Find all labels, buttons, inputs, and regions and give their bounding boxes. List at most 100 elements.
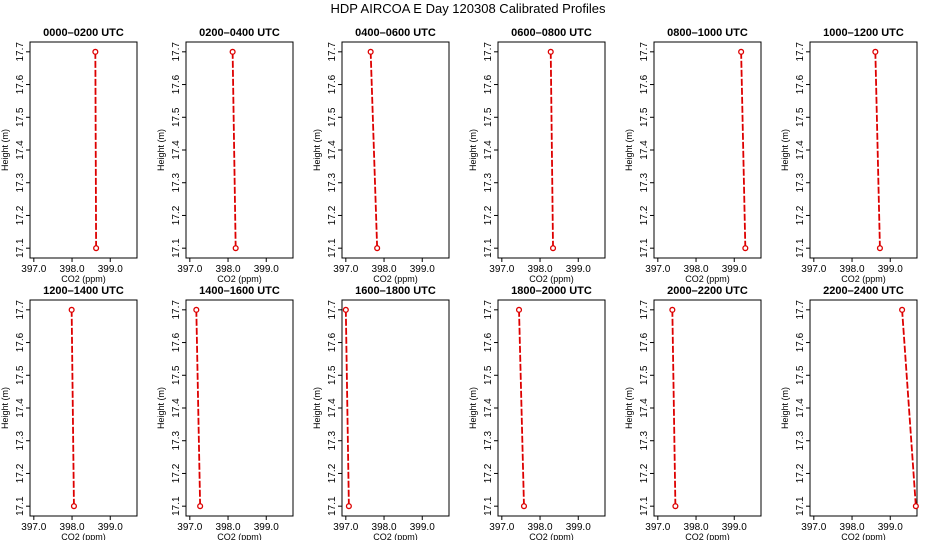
y-tick-label: 17.1	[483, 238, 494, 258]
y-tick-label: 17.4	[639, 398, 650, 418]
y-tick-label: 17.2	[483, 463, 494, 483]
y-tick-label: 17.6	[171, 74, 182, 94]
y-tick-label: 17.7	[639, 300, 650, 320]
profile-line	[231, 51, 237, 249]
y-tick-label: 17.3	[171, 431, 182, 451]
x-tick-label: 398.0	[684, 264, 709, 275]
x-tick-label: 399.0	[254, 522, 279, 533]
y-tick-label: 17.4	[15, 398, 26, 418]
y-tick-label: 17.2	[15, 205, 26, 225]
data-point	[547, 48, 554, 55]
x-tick-label: 399.0	[410, 264, 435, 275]
y-tick-label: 17.2	[639, 463, 650, 483]
y-tick-label: 17.1	[327, 238, 338, 258]
x-axis-label: CO2 (ppm)	[685, 532, 730, 540]
y-tick-label: 17.6	[171, 332, 182, 352]
data-point	[515, 306, 523, 313]
y-tick-label: 17.6	[795, 74, 806, 94]
y-tick-label: 17.7	[639, 42, 650, 62]
y-tick-label: 17.7	[15, 42, 26, 62]
x-tick-label: 398.0	[840, 264, 865, 275]
y-tick-label: 17.3	[15, 173, 26, 193]
y-tick-label: 17.6	[15, 332, 26, 352]
y-tick-label: 17.5	[327, 107, 338, 127]
data-point	[374, 245, 381, 252]
x-tick-label: 397.0	[333, 264, 358, 275]
y-axis-label: Height (m)	[624, 387, 634, 429]
plot-frame	[29, 41, 138, 259]
data-point	[93, 245, 100, 252]
x-axis-label: CO2 (ppm)	[373, 274, 418, 284]
y-tick-label: 17.1	[171, 496, 182, 516]
y-tick-label: 17.1	[639, 238, 650, 258]
x-tick-label: 398.0	[528, 264, 553, 275]
y-tick-label: 17.1	[639, 496, 650, 516]
data-point	[342, 306, 349, 313]
y-tick-label: 17.7	[171, 42, 182, 62]
y-tick-label: 17.1	[483, 496, 494, 516]
x-tick-label: 399.0	[566, 264, 591, 275]
y-tick-label: 17.1	[795, 496, 806, 516]
y-tick-label: 17.7	[15, 300, 26, 320]
y-tick-label: 17.3	[327, 173, 338, 193]
x-tick-label: 397.0	[21, 522, 46, 533]
x-tick-label: 397.0	[645, 522, 670, 533]
data-point	[197, 503, 204, 510]
profile-line	[344, 309, 350, 507]
x-tick-label: 397.0	[177, 264, 202, 275]
data-point	[92, 48, 99, 55]
x-tick-label: 397.0	[21, 264, 46, 275]
y-tick-label: 17.7	[483, 300, 494, 320]
y-tick-label: 17.5	[171, 365, 182, 385]
x-axis-label: CO2 (ppm)	[373, 532, 418, 540]
x-tick-label: 399.0	[254, 264, 279, 275]
x-axis-label: CO2 (ppm)	[685, 274, 730, 284]
x-axis-label: CO2 (ppm)	[841, 274, 886, 284]
y-axis-label: Height (m)	[312, 387, 322, 429]
data-point	[872, 48, 879, 55]
x-tick-label: 398.0	[840, 522, 865, 533]
y-tick-label: 17.3	[327, 431, 338, 451]
y-tick-label: 17.2	[171, 205, 182, 225]
x-tick-label: 399.0	[722, 522, 747, 533]
profile-line	[369, 51, 379, 249]
profile-line	[874, 51, 881, 249]
data-point	[345, 503, 352, 510]
y-axis-label: Height (m)	[312, 129, 322, 171]
x-tick-label: 398.0	[684, 522, 709, 533]
panel-title: 2200–2400 UTC	[823, 285, 904, 297]
y-axis-label: Height (m)	[156, 387, 166, 429]
x-tick-label: 397.0	[801, 522, 826, 533]
data-point	[193, 306, 200, 313]
y-tick-label: 17.2	[327, 463, 338, 483]
y-tick-label: 17.5	[327, 365, 338, 385]
profile-line	[94, 51, 98, 249]
panel-title: 0600–0800 UTC	[511, 27, 592, 39]
y-tick-label: 17.5	[15, 365, 26, 385]
x-tick-label: 399.0	[566, 522, 591, 533]
y-tick-label: 17.6	[639, 74, 650, 94]
x-tick-label: 399.0	[410, 522, 435, 533]
y-tick-label: 17.5	[483, 365, 494, 385]
y-axis-label: Height (m)	[468, 129, 478, 171]
panel-title: 0200–0400 UTC	[199, 27, 280, 39]
x-tick-label: 399.0	[722, 264, 747, 275]
data-point	[742, 245, 749, 252]
plot-frame	[341, 299, 450, 517]
x-axis-label: CO2 (ppm)	[841, 532, 886, 540]
y-tick-label: 17.4	[327, 398, 338, 418]
y-axis-label: Height (m)	[468, 387, 478, 429]
y-tick-label: 17.2	[327, 205, 338, 225]
x-axis-label: CO2 (ppm)	[217, 274, 262, 284]
y-axis-label: Height (m)	[0, 387, 10, 429]
y-tick-label: 17.5	[795, 365, 806, 385]
y-tick-label: 17.1	[15, 238, 26, 258]
x-tick-label: 398.0	[60, 264, 85, 275]
profile-line	[518, 309, 525, 507]
y-tick-label: 17.4	[483, 398, 494, 418]
x-tick-label: 397.0	[801, 264, 826, 275]
y-tick-label: 17.5	[639, 365, 650, 385]
profile-line	[740, 51, 747, 249]
panel-title: 1200–1400 UTC	[43, 285, 124, 297]
